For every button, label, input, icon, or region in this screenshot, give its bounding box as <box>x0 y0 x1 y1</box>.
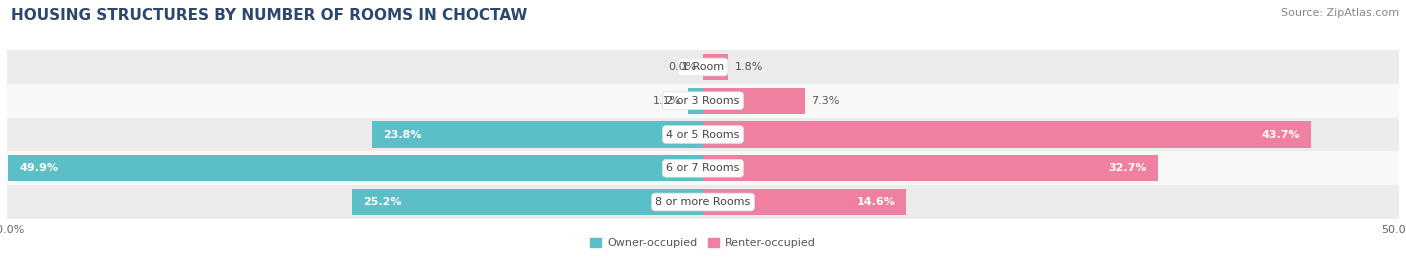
Text: 8 or more Rooms: 8 or more Rooms <box>655 197 751 207</box>
Text: 49.9%: 49.9% <box>20 163 59 173</box>
Text: 4 or 5 Rooms: 4 or 5 Rooms <box>666 129 740 140</box>
Bar <box>8 155 703 181</box>
Text: 2 or 3 Rooms: 2 or 3 Rooms <box>666 96 740 106</box>
Text: HOUSING STRUCTURES BY NUMBER OF ROOMS IN CHOCTAW: HOUSING STRUCTURES BY NUMBER OF ROOMS IN… <box>11 8 527 23</box>
Bar <box>703 121 1312 148</box>
Legend: Owner-occupied, Renter-occupied: Owner-occupied, Renter-occupied <box>586 233 820 253</box>
Text: 32.7%: 32.7% <box>1108 163 1147 173</box>
Text: Source: ZipAtlas.com: Source: ZipAtlas.com <box>1281 8 1399 18</box>
Bar <box>703 54 728 80</box>
Text: 6 or 7 Rooms: 6 or 7 Rooms <box>666 163 740 173</box>
Bar <box>7 84 1399 118</box>
Bar <box>7 118 1399 151</box>
Bar <box>703 88 804 114</box>
Text: 23.8%: 23.8% <box>382 129 422 140</box>
Text: 1 Room: 1 Room <box>682 62 724 72</box>
Bar <box>703 189 907 215</box>
Text: 1.8%: 1.8% <box>735 62 763 72</box>
Text: 43.7%: 43.7% <box>1261 129 1301 140</box>
Text: 0.0%: 0.0% <box>668 62 696 72</box>
Bar <box>703 155 1159 181</box>
Text: 7.3%: 7.3% <box>811 96 839 106</box>
Bar <box>688 88 703 114</box>
Bar <box>7 151 1399 185</box>
Bar <box>7 50 1399 84</box>
Text: 14.6%: 14.6% <box>856 197 896 207</box>
Bar <box>353 189 703 215</box>
Text: 25.2%: 25.2% <box>363 197 402 207</box>
Text: 1.1%: 1.1% <box>652 96 681 106</box>
Bar <box>371 121 703 148</box>
Bar <box>7 185 1399 219</box>
